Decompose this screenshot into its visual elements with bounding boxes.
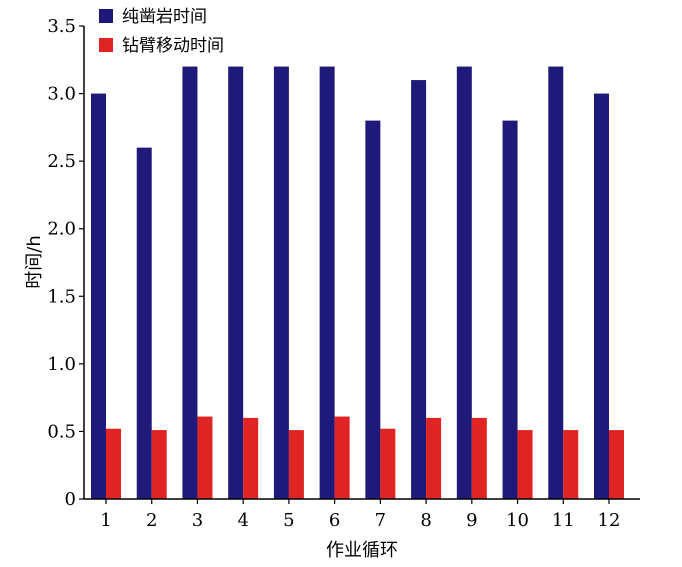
bar-series-2-cycle-12: [609, 430, 624, 499]
bar-series-2-cycle-7: [380, 428, 396, 499]
legend-swatch-series-2: [99, 38, 113, 52]
x-tick-label: 4: [237, 510, 248, 531]
bar-series-2-cycle-9: [471, 417, 487, 499]
legend: 纯凿岩时间 钻臂移动时间: [99, 7, 224, 56]
x-tick-label: 6: [329, 510, 340, 531]
bar-series-1-cycle-6: [319, 66, 335, 500]
y-tick-label: 3.5: [47, 16, 76, 37]
y-tick-label: 3.0: [47, 84, 76, 105]
x-tick-label: 3: [192, 510, 203, 531]
bar-series-2-cycle-5: [288, 430, 304, 499]
bar-series-1-cycle-7: [365, 120, 381, 499]
bar-series-2-cycle-8: [426, 417, 442, 499]
bar-series-2-cycle-3: [197, 416, 213, 499]
x-tick-label: 11: [552, 510, 575, 531]
x-tick-label: 1: [100, 510, 111, 531]
bar-series-2-cycle-4: [243, 417, 259, 499]
bar-series-2-cycle-6: [334, 416, 350, 499]
bar-series-1-cycle-12: [594, 93, 609, 500]
bar-series-1-cycle-1: [91, 93, 106, 500]
bar-series-1-cycle-11: [548, 66, 564, 500]
legend-label-series-2: 钻臂移动时间: [122, 36, 224, 56]
x-tick-label: 2: [146, 510, 157, 531]
bar-series-1-cycle-2: [136, 147, 152, 499]
bar-series-1-cycle-8: [411, 80, 427, 500]
y-tick-label: 1.5: [47, 286, 76, 307]
bar-series-1-cycle-3: [182, 66, 198, 500]
bar-series-1-cycle-4: [228, 66, 244, 500]
x-tick-label: 12: [598, 510, 621, 531]
legend-swatch-series-1: [99, 9, 113, 23]
bar-series-2-cycle-2: [151, 430, 167, 499]
x-tick-label: 7: [375, 510, 386, 531]
y-tick-label: 2.0: [47, 219, 76, 240]
x-tick-label: 8: [420, 510, 431, 531]
legend-label-series-1: 纯凿岩时间: [122, 7, 207, 27]
bar-series-1-cycle-10: [502, 120, 518, 499]
bars-group: [91, 66, 624, 500]
x-axis-title: 作业循环: [326, 540, 398, 561]
y-axis-title: 时间/h: [24, 235, 45, 288]
y-tick-label: 1.0: [47, 354, 76, 375]
y-ticks-group: 0 0.5 1.0 1.5 2.0 2.5 3.0 3.5: [47, 16, 84, 510]
axes-group: [83, 26, 640, 500]
bar-series-2-cycle-11: [563, 430, 579, 499]
x-tick-label: 5: [283, 510, 294, 531]
bar-series-2-cycle-10: [517, 430, 533, 499]
bar-series-2-cycle-1: [106, 428, 121, 499]
bar-series-1-cycle-5: [273, 66, 289, 500]
y-tick-label: 0.5: [47, 421, 76, 442]
x-ticks-group: 1 2 3 4 5 6 7 8 9 10 11 12: [100, 499, 620, 531]
y-tick-label: 2.5: [47, 151, 76, 172]
bar-series-1-cycle-9: [456, 66, 472, 500]
x-tick-label: 10: [506, 510, 529, 531]
x-tick-label: 9: [466, 510, 477, 531]
y-tick-label: 0: [65, 489, 76, 510]
